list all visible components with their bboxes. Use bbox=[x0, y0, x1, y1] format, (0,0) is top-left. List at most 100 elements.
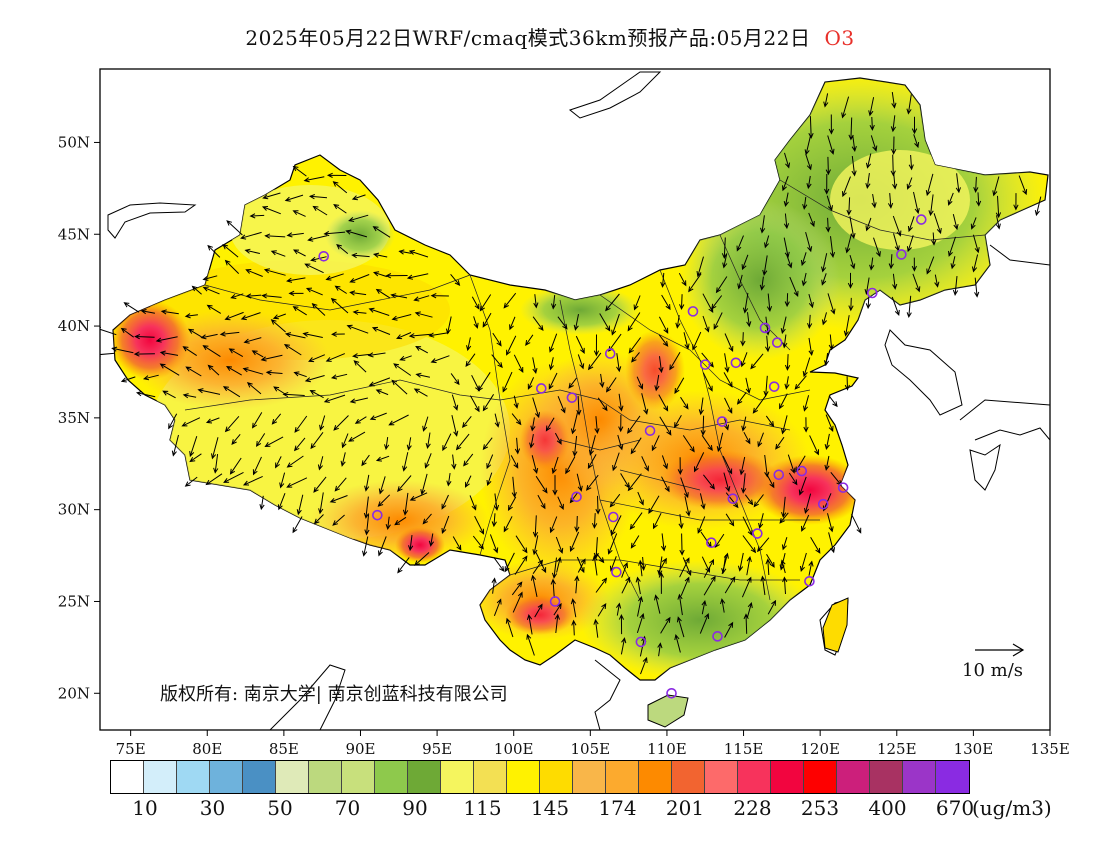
wind-arrow bbox=[159, 350, 179, 356]
wind-arrow bbox=[576, 473, 583, 492]
city-marker bbox=[915, 214, 927, 225]
wind-arrow bbox=[737, 274, 743, 290]
wind-arrow bbox=[222, 243, 239, 258]
wind-arrow bbox=[743, 613, 749, 634]
wind-arrow bbox=[142, 374, 159, 381]
wind-arrow bbox=[554, 613, 560, 634]
wind-arrow bbox=[224, 311, 244, 321]
wind-arrow bbox=[848, 297, 854, 312]
wind-arrow bbox=[455, 433, 470, 451]
wind-arrow bbox=[155, 336, 178, 343]
wind-arrow bbox=[972, 234, 980, 254]
colorbar-swatch bbox=[573, 761, 606, 793]
wind-arrow bbox=[493, 493, 500, 511]
wind-arrow bbox=[781, 415, 788, 435]
wind-arrow bbox=[340, 452, 346, 467]
wind-arrow bbox=[722, 253, 728, 269]
latitude-tick-label: 25N bbox=[58, 592, 90, 610]
wind-arrow bbox=[975, 192, 982, 207]
wind-arrow bbox=[493, 598, 502, 616]
wind-arrow bbox=[948, 236, 956, 257]
wind-arrow bbox=[869, 116, 875, 131]
city-marker bbox=[752, 528, 763, 539]
wind-arrow bbox=[636, 613, 645, 634]
wind-arrow bbox=[385, 516, 391, 531]
wind-arrow bbox=[658, 571, 664, 594]
longitude-tick-label: 85E bbox=[269, 740, 299, 758]
wind-arrow bbox=[345, 229, 368, 238]
wind-arrow bbox=[415, 345, 429, 354]
wind-arrow bbox=[385, 273, 408, 279]
wind-arrow bbox=[906, 235, 914, 253]
wind-arrow bbox=[701, 435, 713, 452]
wind-arrow bbox=[354, 416, 367, 424]
wind-arrow bbox=[200, 333, 218, 340]
wind-arrow bbox=[111, 346, 134, 354]
wind-arrow bbox=[288, 290, 304, 296]
wind-arrow bbox=[336, 243, 349, 254]
wind-arrow bbox=[270, 250, 286, 257]
wind-arrow bbox=[597, 603, 607, 617]
wind-arrow bbox=[786, 254, 793, 269]
wind-arrow bbox=[725, 513, 735, 527]
colorbar-swatch bbox=[804, 761, 837, 793]
wind-arrow bbox=[682, 557, 692, 577]
wind-arrow bbox=[741, 473, 747, 494]
colorbar-swatch bbox=[903, 761, 936, 793]
city-marker bbox=[771, 337, 783, 348]
wind-arrow bbox=[305, 287, 323, 296]
longitude-tick-label: 115E bbox=[724, 740, 764, 758]
wind-arrow bbox=[913, 134, 920, 149]
colorbar-swatch bbox=[408, 761, 441, 793]
wind-arrow bbox=[716, 432, 724, 453]
wind-arrow bbox=[865, 173, 871, 190]
wind-arrow bbox=[486, 472, 493, 486]
wind-arrow bbox=[782, 176, 789, 192]
wind-arrow bbox=[368, 377, 391, 387]
wind-arrow bbox=[264, 233, 286, 239]
wind-arrow bbox=[408, 333, 432, 339]
wind-arrow bbox=[1018, 175, 1028, 196]
wind-arrow bbox=[514, 555, 528, 575]
wind-arrow bbox=[869, 257, 875, 271]
wind-arrow bbox=[974, 277, 980, 298]
wind-arrow bbox=[284, 194, 304, 202]
wind-arrow bbox=[329, 495, 348, 503]
wind-arrow bbox=[752, 394, 767, 414]
wind-arrow bbox=[702, 372, 713, 392]
wind-arrow bbox=[312, 205, 328, 216]
wind-arrow bbox=[703, 575, 716, 596]
wind-arrow bbox=[753, 494, 764, 508]
latitude-tick-label: 30N bbox=[58, 501, 90, 519]
coastline-outline bbox=[107, 202, 197, 239]
wind-arrow bbox=[992, 176, 1000, 197]
wind-arrow bbox=[680, 396, 689, 410]
wind-arrow bbox=[742, 535, 757, 554]
wind-arrow bbox=[512, 591, 523, 613]
city-marker bbox=[644, 425, 656, 437]
city-marker bbox=[608, 511, 619, 523]
wind-arrow bbox=[491, 513, 497, 528]
wind-arrow bbox=[912, 273, 921, 293]
wind-arrow bbox=[471, 296, 480, 310]
wind-arrow bbox=[249, 213, 265, 219]
wind-arrow bbox=[557, 316, 568, 330]
wind-arrow bbox=[284, 332, 306, 339]
wind-arrow bbox=[391, 314, 412, 321]
wind-arrow bbox=[255, 433, 266, 447]
wind-arrow bbox=[548, 357, 554, 371]
wind-arrow bbox=[674, 414, 682, 429]
wind-arrow bbox=[223, 471, 244, 483]
wind-arrow bbox=[323, 230, 346, 237]
wind-arrow bbox=[550, 578, 556, 599]
wind-arrow bbox=[849, 254, 856, 270]
wind-arrow bbox=[275, 456, 282, 469]
wind-arrow bbox=[451, 394, 459, 411]
wind-arrow bbox=[304, 263, 324, 274]
wind-arrow bbox=[783, 237, 790, 258]
wind-arrow bbox=[532, 316, 544, 332]
wind-arrow bbox=[120, 327, 134, 338]
wind-arrow bbox=[369, 412, 387, 421]
wind-arrow bbox=[526, 613, 533, 635]
wind-arrow bbox=[493, 557, 505, 572]
